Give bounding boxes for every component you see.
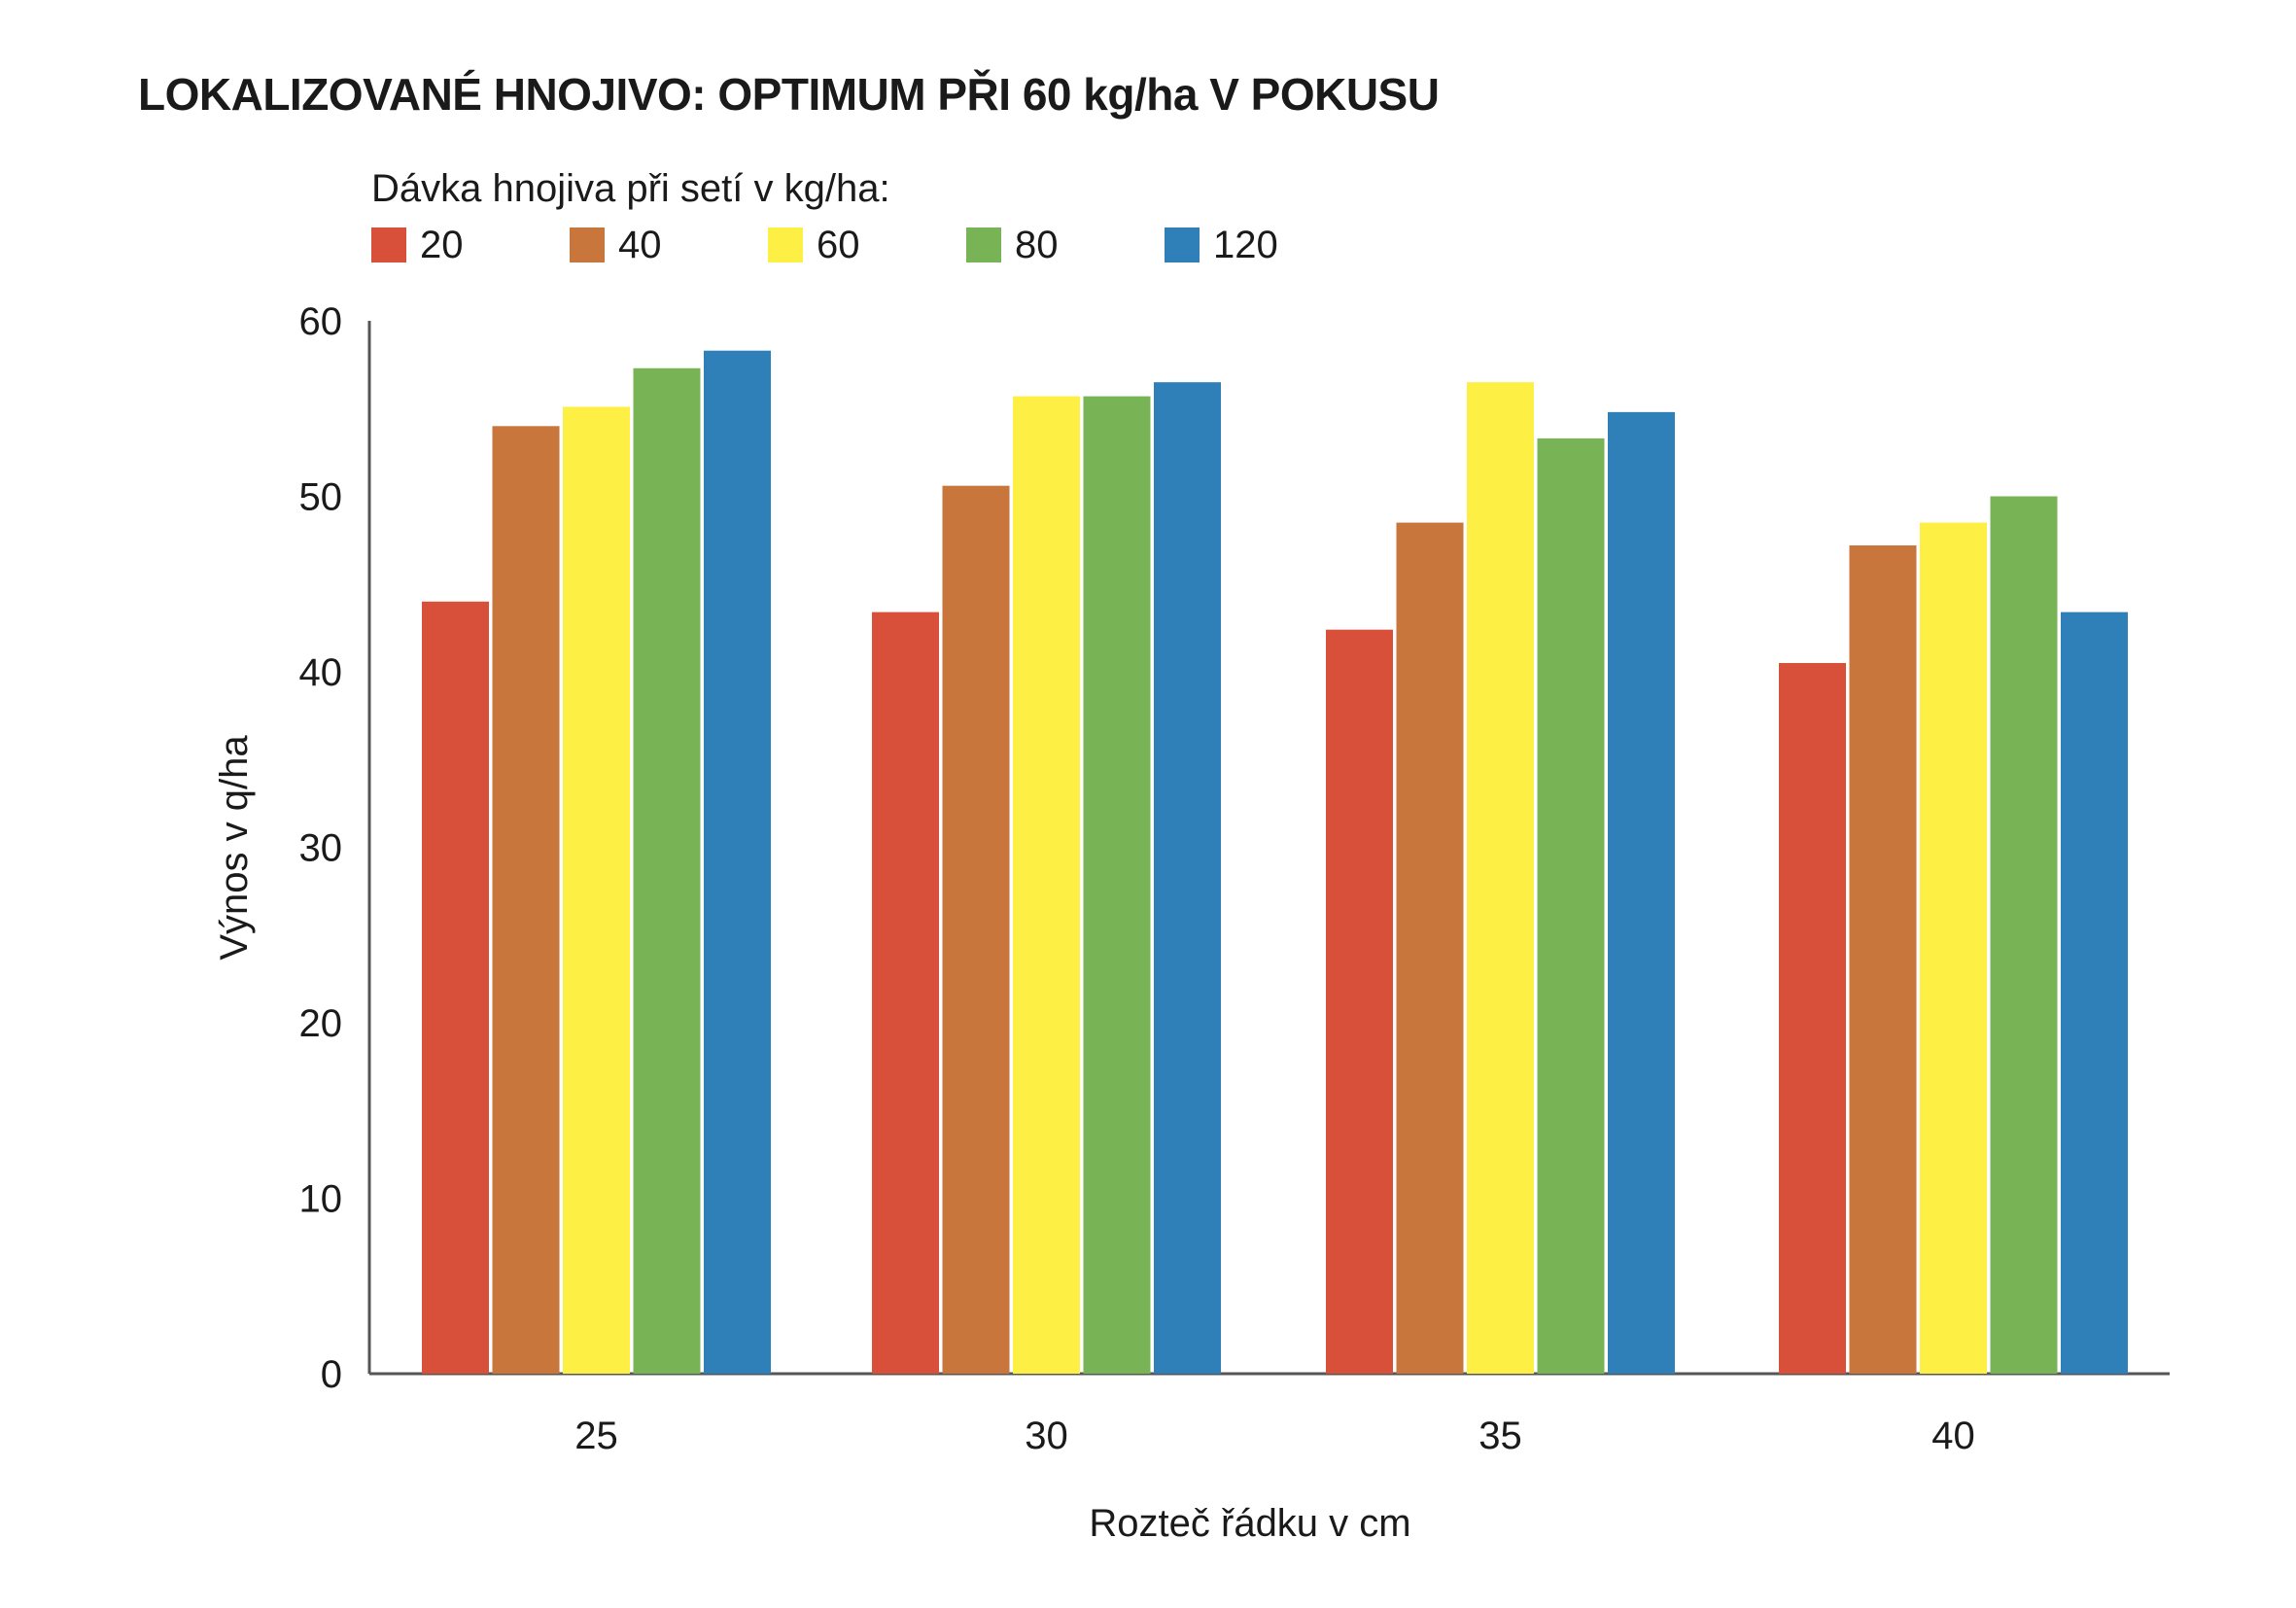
chart-title: LOKALIZOVANÉ HNOJIVO: OPTIMUM PŘI 60 kg/… xyxy=(138,69,1440,120)
legend-label: 60 xyxy=(817,223,860,266)
legend-swatch xyxy=(768,227,803,262)
bar-40-80 xyxy=(1990,496,2058,1374)
legend-label: 20 xyxy=(420,223,464,266)
legend-label: 40 xyxy=(618,223,662,266)
bar-35-20 xyxy=(1326,629,1393,1374)
bar-35-120 xyxy=(1608,411,1675,1374)
bar-40-60 xyxy=(1920,522,1987,1374)
legend-label: 120 xyxy=(1213,223,1278,266)
bar-35-40 xyxy=(1396,522,1464,1374)
x-tick-label: 35 xyxy=(1478,1415,1522,1457)
y-tick-label: 30 xyxy=(299,827,343,870)
y-tick-label: 50 xyxy=(299,476,343,519)
bar-30-20 xyxy=(872,612,939,1374)
legend-item-20: 20 xyxy=(371,223,464,266)
bar-35-60 xyxy=(1467,382,1534,1374)
bar-25-60 xyxy=(563,406,630,1374)
y-tick-label: 20 xyxy=(299,1002,343,1045)
x-tick-label: 25 xyxy=(574,1415,618,1457)
bar-25-80 xyxy=(633,367,701,1374)
legend-item-60: 60 xyxy=(768,223,860,266)
legend-label: 80 xyxy=(1015,223,1059,266)
y-tick-label: 60 xyxy=(299,300,343,343)
y-tick-label: 40 xyxy=(299,651,343,694)
bar-40-40 xyxy=(1849,545,1917,1374)
x-tick-label: 40 xyxy=(1931,1415,1975,1457)
bar-25-120 xyxy=(704,350,771,1374)
bar-30-120 xyxy=(1154,382,1221,1374)
legend-swatch xyxy=(1165,227,1200,262)
bar-25-20 xyxy=(422,601,489,1374)
legend-title: Dávka hnojiva při setí v kg/ha: xyxy=(371,167,890,210)
legend-swatch xyxy=(371,227,406,262)
legend-swatch xyxy=(966,227,1001,262)
y-tick-label: 10 xyxy=(299,1178,343,1221)
legend-swatch xyxy=(570,227,605,262)
y-axis-label: Výnos v q/ha xyxy=(213,735,256,961)
bar-25-40 xyxy=(492,426,560,1374)
legend-item-80: 80 xyxy=(966,223,1059,266)
bar-40-120 xyxy=(2061,612,2128,1374)
legend-item-40: 40 xyxy=(570,223,662,266)
bar-40-20 xyxy=(1779,662,1846,1374)
bar-30-80 xyxy=(1083,396,1151,1374)
y-tick-label: 0 xyxy=(321,1353,342,1396)
legend-item-120: 120 xyxy=(1165,223,1278,266)
bar-30-40 xyxy=(942,485,1010,1374)
x-tick-label: 30 xyxy=(1025,1415,1068,1457)
x-axis-label: Rozteč řádku v cm xyxy=(1089,1502,1410,1545)
bar-35-80 xyxy=(1537,437,1605,1374)
bar-30-60 xyxy=(1013,396,1080,1374)
